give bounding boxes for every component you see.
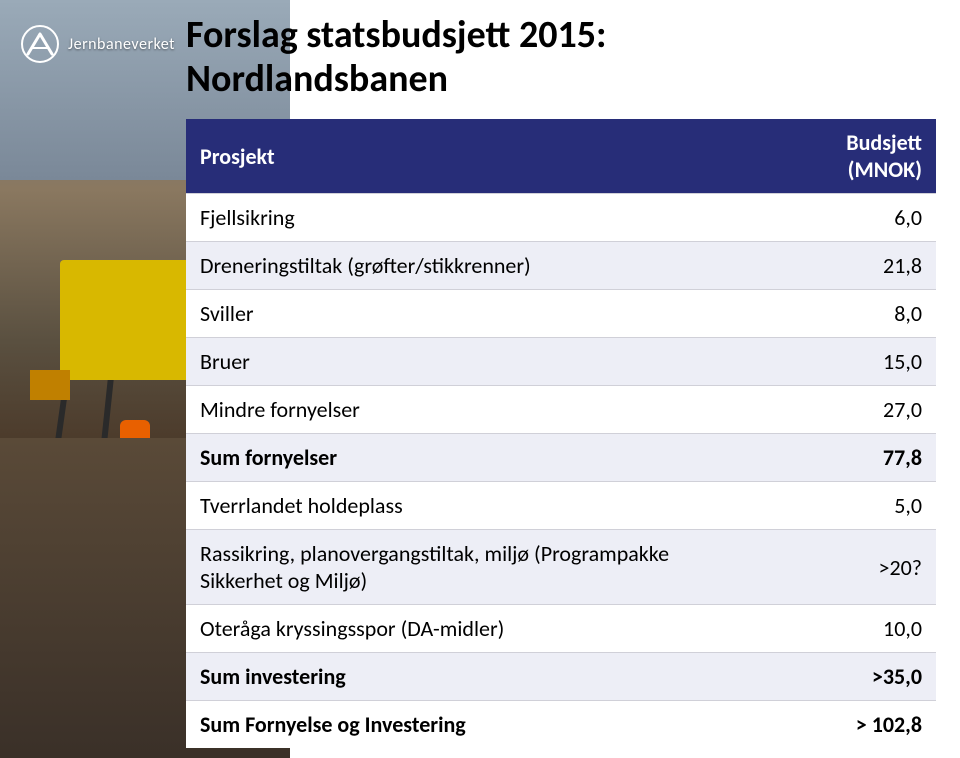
cell-label: Sum fornyelser (186, 434, 768, 482)
table-row: Tverrlandet holdeplass5,0 (186, 482, 936, 530)
title-line-1: Forslag statsbudsjett 2015: (186, 12, 607, 58)
table-row: Rassikring, planovergangstiltak, miljø (… (186, 530, 936, 605)
table-header-row: Prosjekt Budsjett (MNOK) (186, 119, 936, 194)
cell-label: Dreneringstiltak (grøfter/stikkrenner) (186, 242, 768, 290)
budget-table: Prosjekt Budsjett (MNOK) Fjellsikring6,0… (186, 119, 936, 748)
cell-value: 15,0 (768, 338, 936, 386)
table-row: Sum fornyelser77,8 (186, 434, 936, 482)
brand-name: Jernbaneverket (68, 35, 175, 54)
content-area: Forslag statsbudsjett 2015: Nordlandsban… (186, 14, 936, 758)
logo-icon (20, 24, 60, 64)
cell-value: >35,0 (768, 653, 936, 701)
worker (120, 420, 150, 480)
cell-label: Sum investering (186, 653, 768, 701)
table-body: Fjellsikring6,0Dreneringstiltak (grøfter… (186, 194, 936, 749)
rail-left (10, 338, 75, 758)
table-row: Dreneringstiltak (grøfter/stikkrenner)21… (186, 242, 936, 290)
cell-value: > 102,8 (768, 701, 936, 749)
table-row: Bruer15,0 (186, 338, 936, 386)
cell-value: 27,0 (768, 386, 936, 434)
slide-title: Forslag statsbudsjett 2015: Nordlandsban… (186, 14, 936, 101)
cell-value: 5,0 (768, 482, 936, 530)
cell-label: Tverrlandet holdeplass (186, 482, 768, 530)
cell-label: Fjellsikring (186, 194, 768, 242)
brand-logo: Jernbaneverket (20, 24, 175, 64)
title-line-2: Nordlandsbanen (186, 56, 448, 102)
table-row: Oteråga kryssingsspor (DA-midler)10,0 (186, 605, 936, 653)
cell-label: Bruer (186, 338, 768, 386)
table-row: Sviller8,0 (186, 290, 936, 338)
rail-right (68, 338, 118, 758)
col-header-prosjekt: Prosjekt (186, 119, 768, 194)
table-row: Fjellsikring6,0 (186, 194, 936, 242)
cell-value: >20? (768, 530, 936, 605)
table-row: Sum Fornyelse og Investering> 102,8 (186, 701, 936, 749)
cell-value: 21,8 (768, 242, 936, 290)
cell-label: Sviller (186, 290, 768, 338)
cell-label: Rassikring, planovergangstiltak, miljø (… (186, 530, 768, 605)
cell-value: 8,0 (768, 290, 936, 338)
col-header-budsjett: Budsjett (MNOK) (768, 119, 936, 194)
slide: Jernbaneverket Forslag statsbudsjett 201… (0, 0, 960, 758)
cell-value: 10,0 (768, 605, 936, 653)
table-row: Sum investering>35,0 (186, 653, 936, 701)
cell-value: 77,8 (768, 434, 936, 482)
cell-label: Mindre fornyelser (186, 386, 768, 434)
cell-label: Sum Fornyelse og Investering (186, 701, 768, 749)
table-row: Mindre fornyelser27,0 (186, 386, 936, 434)
cell-label: Oteråga kryssingsspor (DA-midler) (186, 605, 768, 653)
cell-value: 6,0 (768, 194, 936, 242)
